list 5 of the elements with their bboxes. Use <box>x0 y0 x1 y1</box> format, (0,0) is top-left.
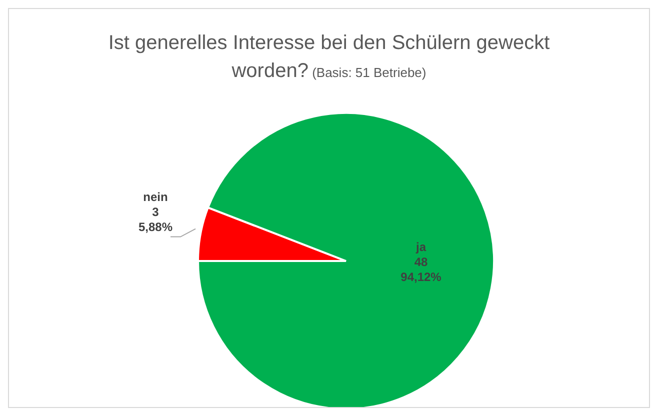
data-label: 3 5,88% <box>138 204 173 234</box>
data-label: 48 94,12% <box>400 254 442 284</box>
slice-label: nein <box>143 190 168 204</box>
chart-subtitle: (Basis: 51 Betriebe) <box>311 65 426 80</box>
slice-label: ja <box>415 240 426 254</box>
